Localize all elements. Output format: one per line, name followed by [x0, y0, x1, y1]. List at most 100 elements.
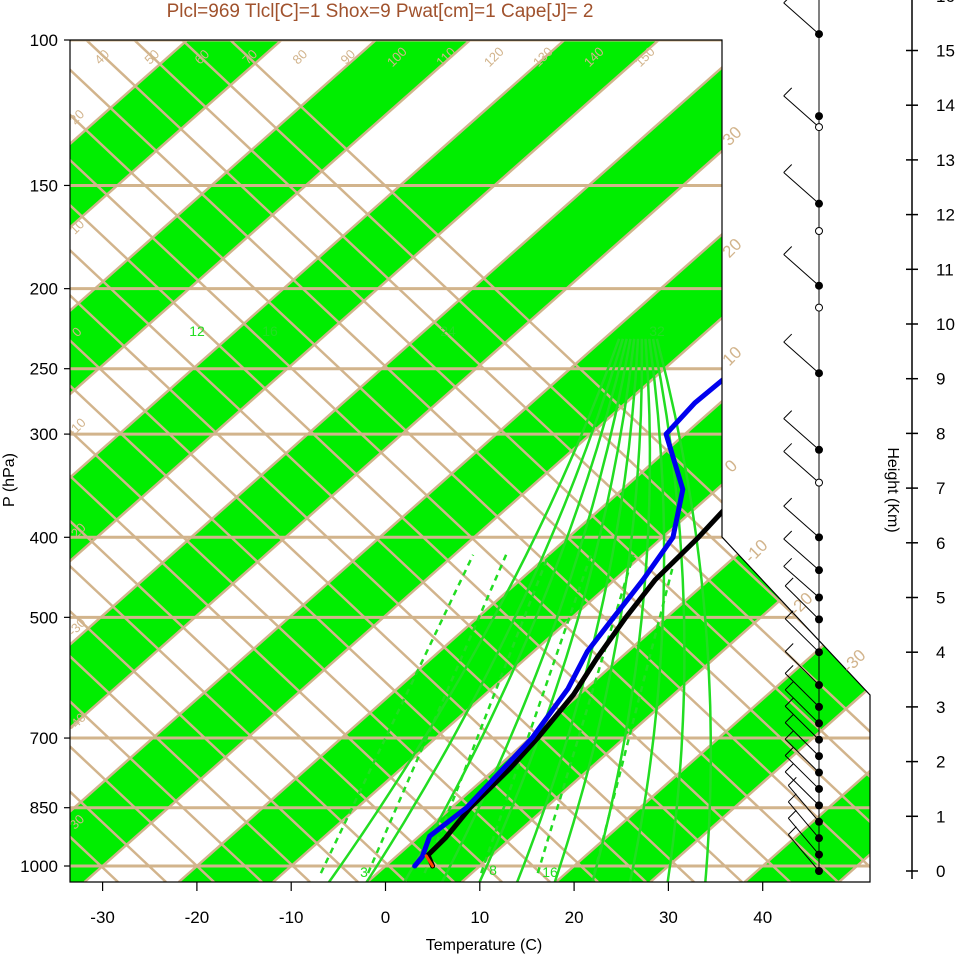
mixing-ratio-line [480, 554, 593, 874]
isotherm-band [178, 40, 870, 882]
isotherm-label: 10 [719, 343, 746, 370]
wind-barb-flag [784, 665, 794, 674]
height-marker-filled [815, 281, 823, 290]
height-tick-label: 11 [936, 260, 954, 279]
mixing-ratio-line [423, 554, 550, 874]
dry-adiabat [70, 40, 599, 882]
dry-adiabat [70, 40, 311, 882]
mixing-ratio-label: 8 [489, 862, 497, 878]
moist-adiabat-label: 32 [649, 323, 665, 339]
wind-barb [787, 801, 820, 839]
isotherm-line [555, 40, 870, 882]
dry-adiabat [70, 40, 503, 882]
height-marker-filled [815, 593, 823, 602]
moist-adiabat [553, 338, 644, 882]
wind-barb [784, 722, 820, 757]
wind-barb [783, 95, 820, 128]
height-tick-label: 12 [936, 206, 955, 225]
wind-barb-flag [784, 714, 794, 723]
height-tick-label: 10 [936, 315, 955, 334]
height-tick-label: 0 [936, 862, 945, 881]
isotherm-band [70, 40, 848, 882]
isotherm-label: -20 [786, 589, 817, 620]
isotherm-line [70, 40, 377, 882]
x-tick-label: -30 [90, 908, 115, 927]
height-tick-label: 14 [936, 96, 955, 115]
height-marker-filled [815, 30, 823, 39]
y-tick-label: 150 [30, 176, 58, 195]
wind-barb [783, 505, 820, 538]
height-marker-filled [815, 801, 823, 810]
dry-adiabat [70, 40, 791, 882]
wind-barb-flag [783, 0, 788, 4]
isotherm-line [70, 40, 754, 882]
temperature-axis: -30 -20 -10 0 10 20 30 40 [90, 882, 772, 927]
mixing-ratio-line [536, 554, 635, 874]
isotherm-line [70, 40, 566, 882]
dry-adiabat [70, 40, 407, 882]
y-tick-label: 100 [30, 31, 58, 50]
y-tick-label: 400 [30, 528, 58, 547]
chart-title: Plcl=969 Tlcl[C]=1 Shox=9 Pwat[cm]=1 Cap… [167, 1, 594, 22]
wind-barb [784, 585, 820, 620]
y-tick-label: 850 [30, 799, 58, 818]
dry-adiabat [81, 40, 870, 882]
wind-barbs [783, 0, 823, 875]
wind-barb [783, 172, 820, 205]
dry-adiabat [70, 40, 695, 882]
x-tick-label: 30 [659, 908, 678, 927]
height-marker-filled [815, 784, 823, 793]
wind-barb-flag [783, 410, 793, 419]
dry-adiabat [70, 40, 551, 882]
moist-adiabat [477, 338, 636, 882]
moist-adiabat [590, 338, 652, 882]
dry-adiabat [70, 40, 870, 882]
height-marker-filled [815, 112, 823, 121]
dry-adiabat [70, 40, 263, 882]
height-tick-label: 15 [936, 42, 955, 61]
moist-adiabat-label: 12 [189, 323, 205, 339]
wind-barb [783, 418, 820, 451]
height-tick-label: 7 [936, 479, 945, 498]
moist-adiabat [628, 338, 666, 882]
height-marker-filled [815, 850, 823, 859]
dry-adiabat-label: 80 [289, 46, 310, 67]
wind-barb-flag [784, 763, 794, 773]
height-marker-filled [815, 768, 823, 777]
y-tick-label: 1000 [20, 857, 58, 876]
parcel-profile [424, 854, 435, 868]
y-tick-label: 700 [30, 729, 58, 748]
height-marker-filled [815, 735, 823, 744]
wind-barb [787, 785, 820, 823]
wind-barb [783, 451, 820, 484]
x-tick-label: 0 [381, 908, 390, 927]
y-tick-label: 300 [30, 425, 58, 444]
wind-barb-flag [783, 497, 793, 507]
isotherm-label: 20 [719, 235, 746, 262]
mixing-ratio-lines: 3 8 16 [319, 554, 678, 880]
dry-adiabat [129, 40, 870, 882]
wind-barb-flag [783, 443, 793, 452]
height-marker-filled [815, 719, 823, 728]
isotherm-line [70, 40, 849, 882]
wind-barb-flag [784, 730, 794, 740]
height-marker-open [815, 227, 823, 236]
moist-adiabats [326, 338, 713, 882]
isotherm-label: 30 [719, 123, 746, 150]
moist-adiabat [326, 338, 621, 882]
height-marker-open [815, 303, 823, 312]
wind-barb-flag [787, 777, 797, 786]
mixing-ratio-line [319, 554, 475, 874]
isotherm-band [367, 40, 870, 882]
moist-adiabat-label: 16 [262, 323, 278, 339]
moist-adiabat [440, 338, 632, 882]
isotherm-line [83, 40, 870, 882]
x-tick-label: -10 [279, 908, 304, 927]
isotherm-band [70, 40, 659, 882]
x-tick-label: 20 [565, 908, 584, 927]
dry-adiabats [70, 40, 870, 882]
wind-barb [784, 738, 820, 773]
dry-adiabat [70, 40, 359, 882]
wind-barb [784, 689, 820, 724]
height-marker-filled [815, 867, 823, 875]
